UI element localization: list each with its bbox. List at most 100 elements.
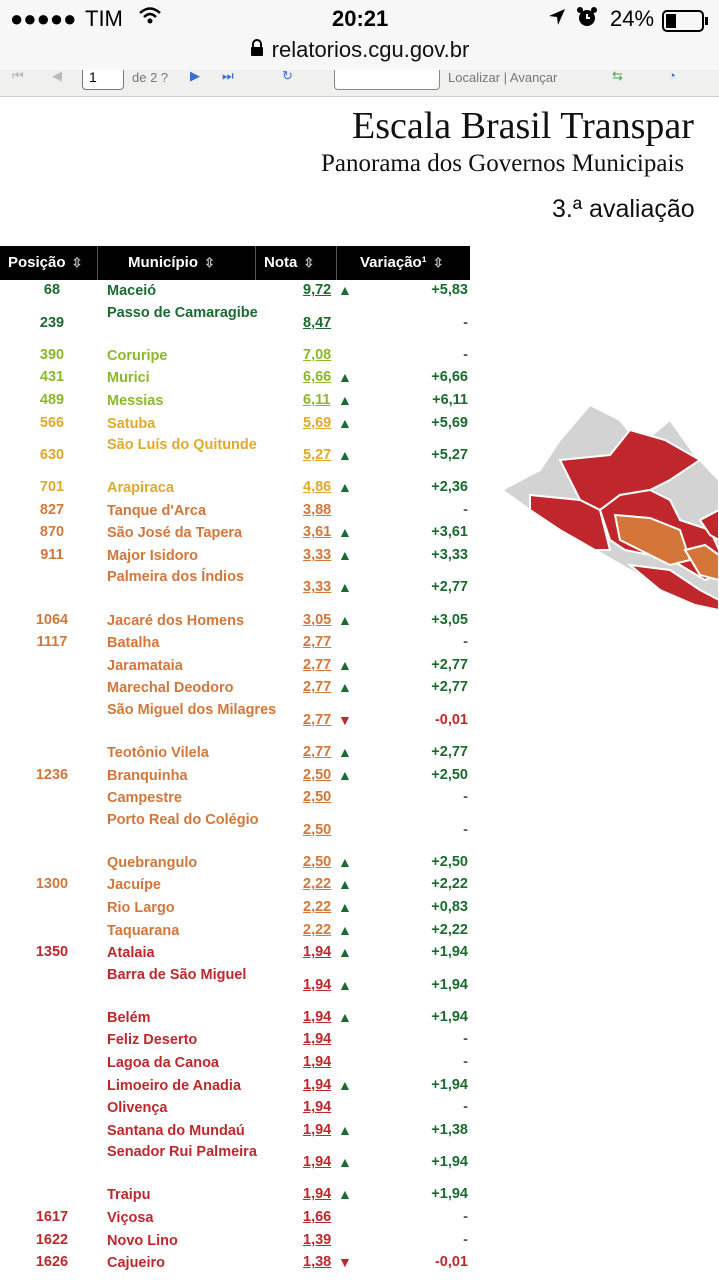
score-link[interactable]: 3,61 [303,524,332,541]
table-row: 1626 Cajueiro 1,38 ▼ -0,01 [0,1252,470,1275]
table-row: Marechal Deodoro 2,77 ▲ +2,77 [0,677,470,700]
map-region [683,543,719,582]
table-row: 566 Satuba 5,69 ▲ +5,69 [0,412,470,435]
variation-cell: - [463,634,468,651]
score-link[interactable]: 8,47 [303,314,332,331]
column-header-variacao[interactable]: Variação¹ ⇳ [360,254,444,271]
position-cell: 489 [39,392,65,409]
next-page-icon[interactable]: ▶ [190,70,200,83]
score-link[interactable]: 2,77 [303,711,332,728]
variation-cell: -0,01 [434,711,468,728]
score-link[interactable]: 2,22 [303,921,332,938]
score-link[interactable]: 2,77 [303,744,332,761]
variation-cell: +3,05 [431,611,468,628]
score-link[interactable]: 1,94 [303,1154,332,1171]
municipality-cell: Quebrangulo [107,854,198,871]
score-link[interactable]: 2,77 [303,634,332,651]
score-link[interactable]: 2,50 [303,821,332,838]
address-bar[interactable]: relatorios.cgu.gov.br [0,36,719,70]
refresh-icon[interactable]: ↻ [282,70,293,83]
score-link[interactable]: 5,69 [303,414,332,431]
score-link[interactable]: 2,50 [303,853,332,870]
last-page-icon[interactable]: ⏭ [222,70,234,83]
score-link[interactable]: 1,94 [303,944,332,961]
table-row: 1617 Viçosa 1,66 - [0,1207,470,1230]
trend-up-icon: ▲ [338,656,352,673]
score-link[interactable]: 1,66 [303,1209,332,1226]
page-count-label: de 2 ? [132,70,169,85]
variation-cell: - [463,346,468,363]
municipality-cell: São José da Tapera [107,525,243,542]
first-page-icon[interactable]: ⏮ [12,70,24,83]
score-link[interactable]: 6,66 [303,369,332,386]
table-row: Jaramataia 2,77 ▲ +2,77 [0,655,470,678]
municipality-cell: Teotônio Vilela [107,745,209,762]
trend-up-icon: ▲ [338,392,352,409]
municipality-cell: Barra de São Miguel [107,966,247,983]
variation-cell: +1,38 [431,1121,468,1138]
table-row: 431 Murici 6,66 ▲ +6,66 [0,367,470,390]
municipality-cell: Passo de Camaragibe [107,304,258,321]
variation-cell: +2,22 [431,921,468,938]
score-link[interactable]: 1,94 [303,1054,332,1071]
export-icon[interactable]: ⇆ [612,70,623,83]
municipality-cell: Novo Lino [107,1232,178,1249]
score-link[interactable]: 5,27 [303,447,332,463]
variation-cell: +2,50 [431,853,468,870]
score-link[interactable]: 3,05 [303,611,332,628]
column-header-municipio[interactable]: Município ⇳ [128,254,215,271]
variation-cell: - [463,1231,468,1248]
table-row: 1236 Branquinha 2,50 ▲ +2,50 [0,764,470,787]
score-link[interactable]: 4,86 [303,479,332,496]
table-row: 239 Passo de Camaragibe 8,47 - [0,303,470,345]
score-link[interactable]: 1,94 [303,1121,332,1138]
score-link[interactable]: 9,72 [303,282,332,299]
position-cell: 1350 [35,944,69,961]
trend-up-icon: ▲ [338,479,352,496]
score-link[interactable]: 1,94 [303,1076,332,1093]
score-link[interactable]: 7,08 [303,346,332,363]
table-row: Limoeiro de Anadia 1,94 ▲ +1,94 [0,1074,470,1097]
score-link[interactable]: 1,94 [303,1008,332,1025]
score-link[interactable]: 1,94 [303,1031,332,1048]
table-row: Traipu 1,94 ▲ +1,94 [0,1184,470,1207]
score-link[interactable]: 1,38 [303,1254,332,1271]
score-link[interactable]: 2,50 [303,766,332,783]
find-next-label[interactable]: Localizar | Avançar [448,70,558,85]
table-row: Lagoa da Canoa 1,94 - [0,1052,470,1075]
score-link[interactable]: 2,50 [303,789,332,806]
score-link[interactable]: 1,94 [303,1186,332,1203]
score-link[interactable]: 2,77 [303,679,332,696]
score-link[interactable]: 3,33 [303,547,332,564]
table-row: Quebrangulo 2,50 ▲ +2,50 [0,852,470,875]
municipality-cell: Santana do Mundaú [107,1122,245,1139]
previous-page-icon[interactable]: ◀ [52,70,62,83]
score-link[interactable]: 6,11 [303,392,331,409]
print-icon[interactable]: ◔ [668,70,676,83]
page-number-input[interactable]: 1 [82,70,124,90]
table-row: Santana do Mundaú 1,94 ▲ +1,38 [0,1120,470,1143]
url-text: relatorios.cgu.gov.br [271,37,470,63]
position-cell: 827 [39,501,65,518]
score-link[interactable]: 2,77 [303,656,332,673]
score-link[interactable]: 1,39 [303,1231,332,1248]
variation-cell: +3,33 [431,547,468,564]
score-link[interactable]: 2,22 [303,899,332,916]
municipality-cell: Major Isidoro [107,548,199,565]
trend-up-icon: ▲ [338,1076,352,1093]
municipality-cell: Jacaré dos Homens [107,612,245,629]
score-link[interactable]: 2,22 [303,876,332,893]
table-row: 630 São Luís do Quitunde 5,27 ▲ +5,27 [0,435,470,477]
find-input[interactable] [334,70,440,90]
column-header-posicao[interactable]: Posição ⇳ [8,254,83,271]
table-row: Belém 1,94 ▲ +1,94 [0,1007,470,1030]
score-link[interactable]: 3,33 [303,579,332,596]
score-link[interactable]: 3,88 [303,501,332,518]
column-header-nota[interactable]: Nota ⇳ [264,254,315,271]
table-row: Barra de São Miguel 1,94 ▲ +1,94 [0,965,470,1007]
trend-up-icon: ▲ [338,369,352,386]
score-link[interactable]: 1,94 [303,976,332,993]
location-arrow-icon [548,6,566,32]
trend-up-icon: ▲ [338,414,352,431]
score-link[interactable]: 1,94 [303,1099,332,1116]
